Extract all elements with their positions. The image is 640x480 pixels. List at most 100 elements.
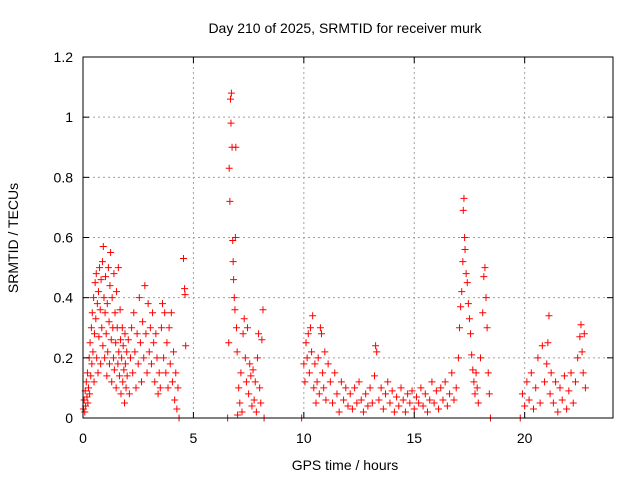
data-point [125,390,133,398]
data-point [162,369,170,377]
data-point [333,390,341,398]
data-point [153,354,161,362]
data-point [107,336,115,344]
data-point [558,396,566,404]
data-point [227,119,235,127]
data-point [121,399,129,407]
data-point [459,206,467,214]
data-point [244,324,252,332]
data-point [315,390,323,398]
data-point [302,339,310,347]
data-point [326,378,334,386]
data-point [92,270,100,278]
data-point [437,384,445,392]
data-point [368,399,376,407]
data-point [355,378,363,386]
data-point [253,354,261,362]
data-point [439,396,447,404]
data-point [99,243,107,251]
data-point [241,354,249,362]
data-point [415,399,423,407]
data-point [93,354,101,362]
data-point [318,330,325,338]
data-point [545,312,553,320]
data-point [246,360,254,368]
data-point [99,342,107,350]
data-point [108,294,116,302]
data-point [105,318,113,326]
data-point [94,369,102,377]
data-point [473,384,481,392]
data-point [225,164,233,172]
data-point [172,369,180,377]
data-point [103,372,111,380]
data-point [337,378,345,386]
data-point [549,399,557,407]
y-axis-label: SRMTID / TECUs [5,183,21,293]
data-point [450,396,458,404]
data-point [107,249,115,257]
data-point [155,369,163,377]
data-point [523,378,531,386]
data-point [353,399,361,407]
data-point [258,336,266,344]
data-point [160,354,168,362]
data-point [424,408,431,416]
y-tick-label: 0.4 [54,290,74,306]
data-point [472,369,480,377]
data-point [101,309,109,317]
data-point [110,366,118,374]
x-tick-label: 0 [79,430,87,446]
data-point [480,273,488,281]
data-point [159,300,166,308]
data-point [118,354,126,362]
data-point [151,378,159,386]
data-point [112,339,120,347]
data-point [406,399,414,407]
data-point [458,288,466,296]
data-point [123,372,131,380]
data-point [81,408,89,416]
data-point [102,273,110,281]
data-point [124,336,132,344]
data-point [225,339,233,347]
data-point [388,387,396,395]
data-point [88,309,96,317]
data-point [182,342,190,350]
data-point [86,339,94,347]
data-point [255,330,263,338]
data-point [97,360,105,368]
data-point [340,396,348,404]
data-point [161,309,169,317]
data-point [308,348,316,356]
data-point [232,143,240,151]
data-point [348,405,356,413]
data-point [111,309,119,317]
data-point [247,372,255,380]
data-point [168,378,176,386]
data-point [231,234,239,241]
data-point [397,384,405,392]
data-point [443,402,451,410]
data-point [482,294,490,302]
data-point [543,360,551,368]
data-point [117,336,125,344]
x-tick-label: 5 [190,430,198,446]
data-point [578,348,586,356]
data-point [309,312,317,320]
data-point [238,408,246,416]
data-point [446,390,454,398]
data-point [174,384,182,392]
data-point [457,303,465,311]
data-point [310,384,318,392]
data-point [401,408,409,416]
data-point [106,282,114,290]
data-point [563,405,571,413]
data-point [108,378,116,386]
data-point [90,330,98,338]
data-point [408,387,416,395]
data-point [163,339,171,347]
data-point [481,264,489,272]
data-point [98,324,106,332]
